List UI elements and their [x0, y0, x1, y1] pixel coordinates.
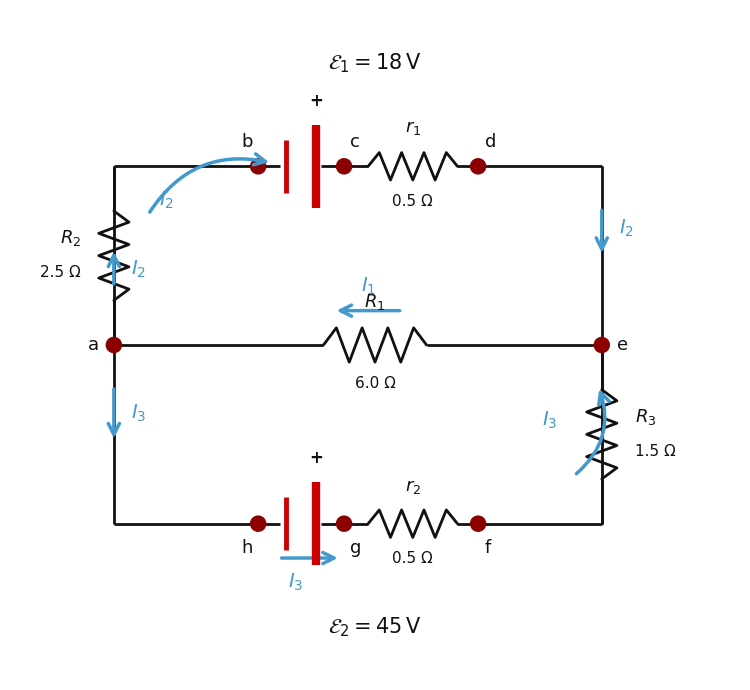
- Text: 6.0 Ω: 6.0 Ω: [355, 376, 395, 391]
- FancyArrowPatch shape: [577, 393, 609, 474]
- Circle shape: [594, 337, 609, 353]
- Text: b: b: [242, 133, 253, 151]
- Text: $I_2$: $I_2$: [131, 259, 146, 280]
- Text: 0.5 Ω: 0.5 Ω: [392, 551, 433, 566]
- Text: d: d: [485, 133, 496, 151]
- Text: g: g: [350, 539, 361, 557]
- Text: h: h: [242, 539, 253, 557]
- Text: f: f: [485, 539, 491, 557]
- Circle shape: [470, 516, 486, 531]
- Text: $R_3$: $R_3$: [634, 407, 656, 427]
- Text: c: c: [350, 133, 359, 151]
- Text: a: a: [88, 336, 99, 354]
- Circle shape: [251, 159, 266, 174]
- Circle shape: [251, 516, 266, 531]
- Text: $r_1$: $r_1$: [405, 119, 421, 137]
- Text: $I_2$: $I_2$: [158, 190, 173, 211]
- Text: $R_1$: $R_1$: [364, 292, 386, 312]
- FancyArrowPatch shape: [150, 154, 266, 212]
- Circle shape: [106, 337, 122, 353]
- Text: $\mathcal{E}_2 = 45\,\mathrm{V}$: $\mathcal{E}_2 = 45\,\mathrm{V}$: [328, 615, 422, 638]
- Circle shape: [337, 159, 352, 174]
- Text: $I_1$: $I_1$: [361, 275, 376, 297]
- Text: +: +: [309, 92, 322, 110]
- Text: $R_2$: $R_2$: [59, 228, 81, 248]
- Text: $I_3$: $I_3$: [288, 572, 304, 593]
- Text: $I_3$: $I_3$: [131, 403, 146, 424]
- Text: 1.5 Ω: 1.5 Ω: [634, 444, 676, 459]
- Circle shape: [337, 516, 352, 531]
- Text: $I_3$: $I_3$: [542, 410, 557, 431]
- Text: 2.5 Ω: 2.5 Ω: [40, 266, 81, 280]
- Text: +: +: [309, 449, 322, 467]
- Text: 0.5 Ω: 0.5 Ω: [392, 194, 433, 209]
- Circle shape: [470, 159, 486, 174]
- Text: $\mathcal{E}_1 = 18\,\mathrm{V}$: $\mathcal{E}_1 = 18\,\mathrm{V}$: [328, 52, 422, 75]
- Text: $I_2$: $I_2$: [619, 217, 634, 239]
- Text: e: e: [617, 336, 628, 354]
- Text: $r_2$: $r_2$: [405, 478, 421, 496]
